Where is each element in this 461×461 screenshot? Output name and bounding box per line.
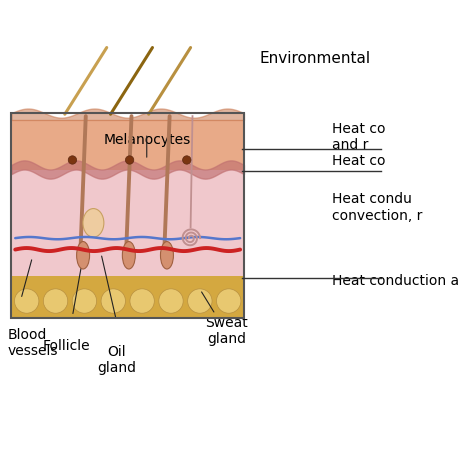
- FancyBboxPatch shape: [12, 276, 244, 318]
- Text: Blood
vessels: Blood vessels: [8, 328, 58, 358]
- Text: Melanocytes: Melanocytes: [103, 133, 190, 148]
- Ellipse shape: [83, 208, 104, 237]
- Ellipse shape: [77, 242, 89, 269]
- FancyBboxPatch shape: [12, 170, 244, 276]
- Circle shape: [125, 156, 134, 164]
- Circle shape: [159, 289, 183, 313]
- Circle shape: [14, 289, 39, 313]
- Circle shape: [217, 289, 241, 313]
- Circle shape: [68, 156, 77, 164]
- Text: Heat conduction a: Heat conduction a: [331, 274, 459, 288]
- Circle shape: [43, 289, 68, 313]
- Text: Follicle: Follicle: [43, 339, 90, 353]
- Ellipse shape: [122, 242, 136, 269]
- Circle shape: [130, 289, 154, 313]
- Circle shape: [101, 289, 125, 313]
- Ellipse shape: [160, 242, 173, 269]
- Text: Environmental: Environmental: [259, 51, 370, 66]
- Circle shape: [72, 289, 97, 313]
- Text: Sweat
gland: Sweat gland: [206, 316, 248, 347]
- Circle shape: [183, 156, 191, 164]
- Text: Heat condu
convection, r: Heat condu convection, r: [331, 192, 422, 223]
- Circle shape: [188, 289, 212, 313]
- Text: Oil
gland: Oil gland: [97, 345, 136, 375]
- Text: Heat co
and r
Heat co: Heat co and r Heat co: [331, 122, 385, 168]
- FancyBboxPatch shape: [12, 120, 244, 170]
